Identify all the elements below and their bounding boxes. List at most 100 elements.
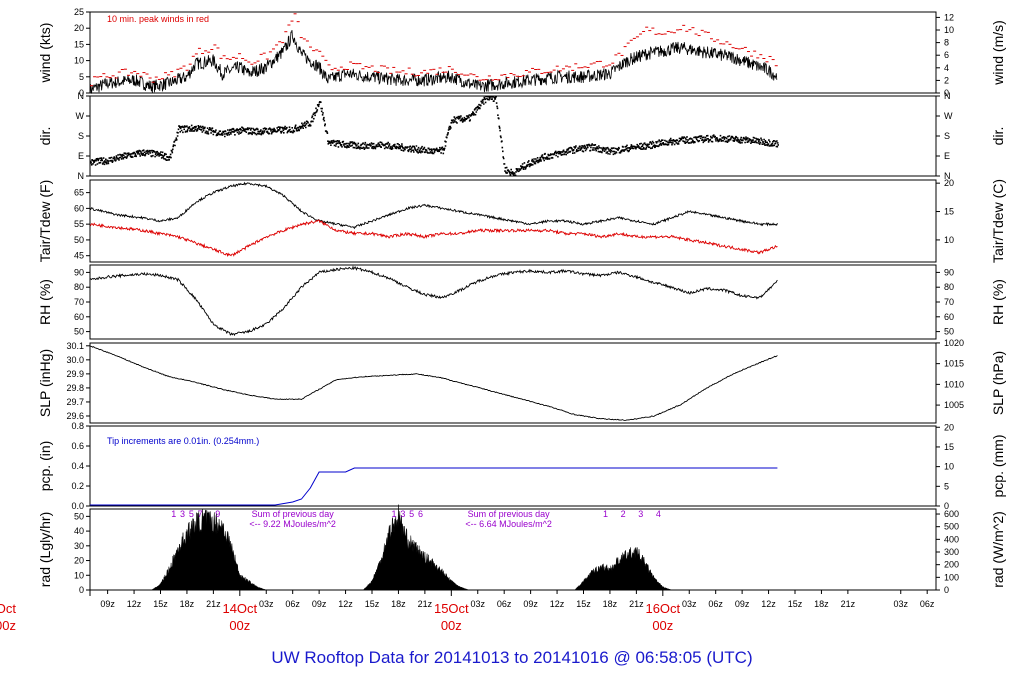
rh-ytick-label-right: 90: [944, 267, 954, 277]
dir-ylabel-left: dir.: [37, 127, 53, 146]
time-tick-label: 03z: [682, 599, 697, 609]
rh-ytick-label-left: 90: [74, 267, 84, 277]
rad-ytick-label-right: 100: [944, 572, 959, 582]
slp-ytick-label-left: 30.1: [66, 341, 84, 351]
time-tick-label: 06z: [708, 599, 723, 609]
slp-ylabel-right: SLP (hPa): [990, 351, 1006, 415]
temp-ytick-label-left: 50: [74, 235, 84, 245]
dir-ytick-label-left: S: [78, 131, 84, 141]
wind-ylabel-left: wind (kts): [37, 23, 53, 84]
pcp-ytick-label-left: 0.4: [71, 461, 84, 471]
panel-frame-slp: [89, 342, 937, 424]
rh-ytick-label-left: 70: [74, 297, 84, 307]
rad-ytick-label-left: 20: [74, 556, 84, 566]
wind-ytick-label-right: 10: [944, 25, 954, 35]
time-tick-label: 09z: [100, 599, 115, 609]
wind-ytick-label-right: 4: [944, 63, 949, 73]
wind-ytick-label-left: 25: [74, 7, 84, 17]
time-tick-label: 06z: [497, 599, 512, 609]
time-tick-label: 18z: [603, 599, 618, 609]
wind-ytick-label-left: 10: [74, 56, 84, 66]
dir-ytick-label-left: W: [76, 111, 85, 121]
wind-ytick-label-right: 2: [944, 75, 949, 85]
rad-ytick-label-right: 200: [944, 560, 959, 570]
rad-hour-marker: 9: [215, 509, 220, 519]
day-time-label: 00z: [229, 618, 250, 633]
pcp-ytick-label-left: 0.6: [71, 441, 84, 451]
rad-day-sum-value: <-- 9.22 MJoules/m^2: [249, 519, 336, 529]
slp-ytick-label-right: 1020: [944, 338, 964, 348]
time-tick-label: 12z: [127, 599, 142, 609]
rad-day-sum-label: Sum of previous day: [252, 509, 335, 519]
rad-ylabel-right: rad (W/m^2): [990, 511, 1006, 588]
temp-ytick-label-right: 10: [944, 235, 954, 245]
panel-frame-wind: [89, 11, 937, 94]
slp-ytick-label-left: 29.8: [66, 383, 84, 393]
time-tick-label: 03z: [893, 599, 908, 609]
tair-line: [89, 181, 778, 230]
pcp-ytick-label-right: 10: [944, 462, 954, 472]
time-tick-label: 09z: [312, 599, 327, 609]
rh-ylabel-right: RH (%): [990, 279, 1006, 325]
rh-ytick-label-left: 80: [74, 282, 84, 292]
rad-hour-marker: 4: [656, 509, 661, 519]
rh-ytick-label-right: 80: [944, 282, 954, 292]
rad-hour-marker: 7: [198, 509, 203, 519]
wind-ytick-label-right: 8: [944, 38, 949, 48]
day-date-label: 15Oct: [434, 601, 469, 616]
time-tick-label: 21z: [206, 599, 221, 609]
wind-annotation: 10 min. peak winds in red: [107, 14, 209, 24]
rad-ytick-label-right: 600: [944, 509, 959, 519]
wind-ytick-label-left: 20: [74, 23, 84, 33]
rad-ytick-label-right: 0: [944, 585, 949, 595]
rad-area: [90, 504, 778, 591]
wind-ytick-label-right: 12: [944, 12, 954, 22]
rooftop-chart: wind (kts) wind (m/s)05101520250246810121…: [0, 7, 1006, 633]
rad-ytick-label-left: 40: [74, 526, 84, 536]
pcp-ytick-label-left: 0.8: [71, 421, 84, 431]
chart-title: UW Rooftop Data for 20141013 to 20141016…: [271, 648, 753, 667]
time-tick-label: 15z: [576, 599, 591, 609]
wind-ytick-label-left: 0: [79, 88, 84, 98]
time-tick-label: 06z: [920, 599, 935, 609]
time-tick-label: 03z: [259, 599, 274, 609]
wind-ytick-label-right: 6: [944, 50, 949, 60]
pcp-ylabel-left: pcp. (in): [37, 441, 53, 492]
time-tick-label: 12z: [550, 599, 565, 609]
time-tick-label: 21z: [418, 599, 433, 609]
temp-ytick-label-left: 45: [74, 251, 84, 261]
rh-ylabel-left: RH (%): [37, 279, 53, 325]
slp-ytick-label-left: 29.7: [66, 397, 84, 407]
dir-ytick-label-right: N: [944, 91, 951, 101]
rh-ytick-label-left: 50: [74, 327, 84, 337]
rad-ytick-label-right: 400: [944, 534, 959, 544]
temp-ytick-label-right: 20: [944, 178, 954, 188]
time-tick-label: 03z: [470, 599, 485, 609]
dir-scatter-points: [90, 95, 779, 177]
slp-ylabel-left: SLP (inHg): [37, 349, 53, 417]
time-tick-label: 21z: [629, 599, 644, 609]
day-time-label: 00z: [652, 618, 673, 633]
day-date-label: 14Oct: [222, 601, 257, 616]
pcp-ytick-label-left: 0.2: [71, 481, 84, 491]
temp-ytick-label-right: 15: [944, 207, 954, 217]
dir-ytick-label-left: E: [78, 151, 84, 161]
slp-ytick-label-left: 29.9: [66, 369, 84, 379]
rad-hour-marker: 5: [189, 509, 194, 519]
pcp-ytick-label-right: 20: [944, 422, 954, 432]
day-date-label: 16Oct: [645, 601, 680, 616]
rad-ytick-label-left: 50: [74, 511, 84, 521]
day-date-label: 13Oct: [0, 601, 16, 616]
pcp-ytick-label-left: 0.0: [71, 501, 84, 511]
wind-speed-line: [89, 30, 778, 95]
day-time-label: 00z: [0, 618, 16, 633]
dir-ytick-label-left: N: [78, 91, 85, 101]
time-tick-label: 21z: [841, 599, 856, 609]
temp-ylabel-right: Tair/Tdew (C): [990, 179, 1006, 263]
rad-hour-marker: 3: [638, 509, 643, 519]
wind-ytick-label-left: 5: [79, 72, 84, 82]
slp-ytick-label-right: 1005: [944, 400, 964, 410]
dir-ytick-label-right: W: [944, 111, 953, 121]
time-tick-label: 12z: [761, 599, 776, 609]
time-tick-label: 09z: [523, 599, 538, 609]
